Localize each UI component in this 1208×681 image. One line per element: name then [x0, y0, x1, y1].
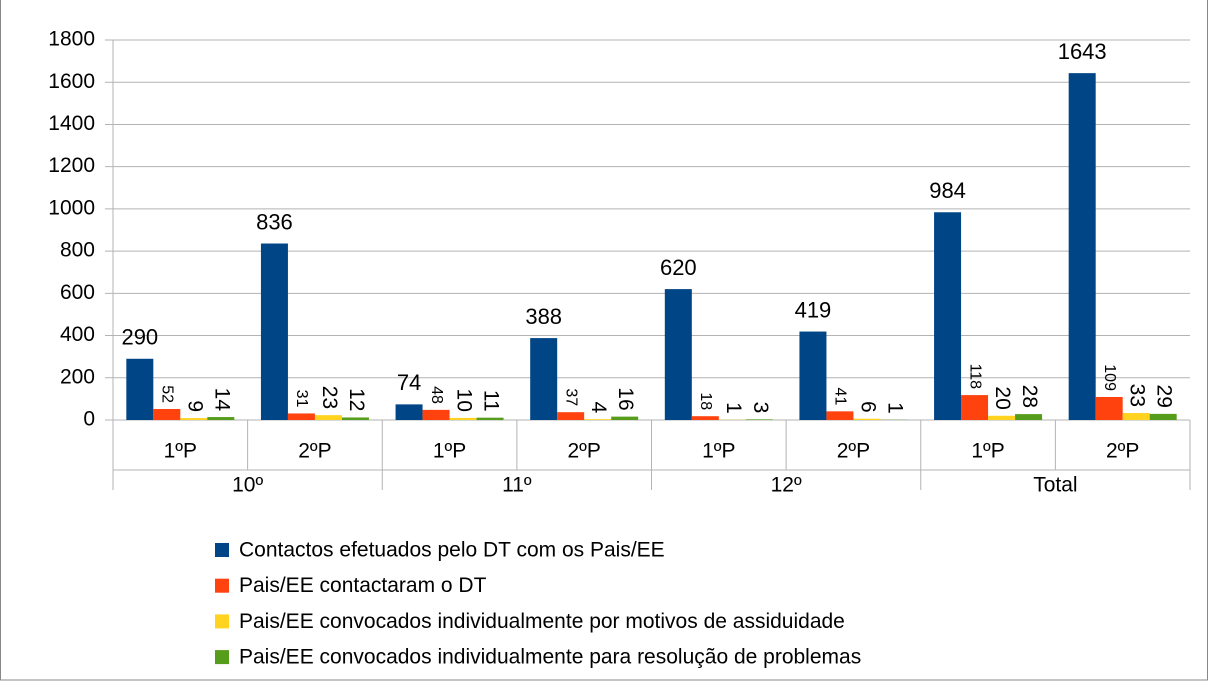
- data-label: 74: [397, 370, 421, 395]
- data-label: 48: [428, 386, 445, 404]
- legend-swatch: [215, 614, 229, 629]
- bar: [557, 412, 585, 420]
- legend-swatch: [215, 543, 229, 557]
- group-label: Total: [1033, 474, 1077, 497]
- data-label: 29: [1153, 385, 1176, 408]
- bar: [449, 417, 477, 420]
- data-label: 37: [562, 388, 579, 406]
- bar: [341, 417, 369, 420]
- bar: [180, 418, 208, 420]
- group-label: 10º: [232, 474, 263, 497]
- bar: [691, 416, 719, 420]
- data-label: 31: [293, 390, 310, 408]
- y-tick-label: 800: [60, 239, 95, 262]
- y-tick-label: 1400: [48, 112, 95, 135]
- data-label: 41: [832, 388, 849, 406]
- data-label: 984: [929, 178, 966, 203]
- data-label: 118: [966, 364, 983, 390]
- bar: [584, 419, 612, 420]
- bar: [422, 409, 450, 420]
- bar: [988, 415, 1016, 420]
- bar: [799, 331, 827, 420]
- data-label: 290: [121, 325, 158, 350]
- data-label: 28: [1018, 385, 1041, 408]
- legend-label: Pais/EE contactaram o DT: [239, 574, 487, 597]
- bar: [314, 415, 342, 420]
- data-label: 1: [883, 402, 906, 414]
- bar: [260, 243, 288, 420]
- x-tick-label: 2ºP: [568, 440, 601, 463]
- legend-swatch: [215, 578, 229, 593]
- bar: [1095, 396, 1123, 420]
- x-tick-label: 2ºP: [298, 440, 331, 463]
- bar: [126, 358, 154, 420]
- y-tick-label: 1000: [48, 196, 95, 219]
- data-label: 388: [525, 304, 562, 329]
- data-label: 9: [183, 400, 206, 412]
- group-label: 12º: [771, 474, 802, 497]
- bar: [961, 395, 989, 420]
- legend-label: Pais/EE convocados individualmente para …: [239, 646, 861, 669]
- bar: [207, 417, 235, 420]
- bar: [1122, 413, 1150, 420]
- y-tick-label: 1600: [48, 70, 95, 93]
- data-label: 4: [587, 401, 610, 413]
- bar: [853, 418, 881, 420]
- x-tick-label: 1ºP: [433, 440, 466, 463]
- data-label: 23: [318, 386, 341, 409]
- data-label: 20: [991, 386, 1014, 409]
- data-label: 620: [660, 255, 697, 280]
- legend-swatch: [215, 650, 229, 665]
- y-tick-label: 600: [60, 281, 95, 304]
- bar: [1068, 73, 1096, 421]
- x-tick-label: 1ºP: [971, 440, 1004, 463]
- data-label: 3: [749, 402, 772, 414]
- data-label: 12: [345, 388, 368, 411]
- data-label: 16: [614, 387, 637, 410]
- legend-label: Pais/EE convocados individualmente por m…: [239, 610, 845, 633]
- y-tick-label: 1800: [48, 28, 95, 51]
- data-label: 1: [722, 402, 745, 414]
- data-label: 18: [697, 392, 714, 410]
- bar: [1149, 413, 1177, 420]
- bar: [826, 411, 854, 420]
- data-label: 6: [856, 401, 879, 413]
- y-tick-label: 200: [60, 365, 95, 388]
- x-tick-label: 1ºP: [702, 440, 735, 463]
- data-label: 14: [210, 388, 233, 412]
- data-label: 1643: [1058, 39, 1107, 64]
- data-label: 11: [480, 390, 503, 412]
- bar: [287, 413, 315, 420]
- data-label: 33: [1126, 384, 1149, 407]
- bar: [395, 404, 423, 420]
- data-label: 836: [256, 209, 293, 234]
- bar: [153, 409, 181, 420]
- data-label: 10: [453, 389, 476, 412]
- legend-label: Contactos efetuados pelo DT com os Pais/…: [239, 539, 665, 562]
- y-tick-label: 0: [83, 408, 95, 431]
- bar: [934, 212, 962, 420]
- bar: [664, 289, 692, 420]
- bar: [530, 338, 558, 420]
- x-tick-label: 2ºP: [837, 440, 870, 463]
- y-tick-label: 1200: [48, 154, 95, 177]
- bar: [1015, 414, 1043, 420]
- data-label: 52: [159, 385, 176, 403]
- x-tick-label: 2ºP: [1106, 440, 1139, 463]
- y-tick-label: 400: [60, 323, 95, 346]
- x-tick-label: 1ºP: [164, 440, 197, 463]
- data-label: 109: [1101, 364, 1118, 391]
- data-label: 419: [795, 297, 832, 322]
- bar: [745, 419, 773, 420]
- bar: [611, 416, 639, 420]
- bar: [476, 417, 504, 420]
- group-label: 11º: [502, 474, 532, 497]
